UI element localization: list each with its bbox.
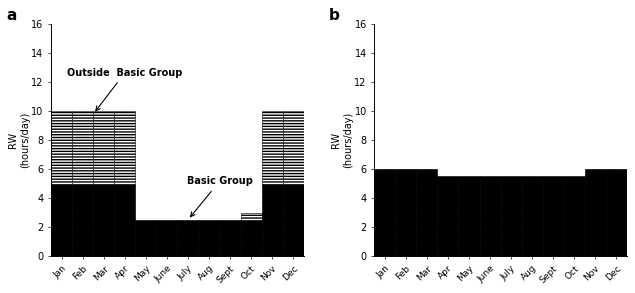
Bar bbox=[51, 111, 72, 183]
Bar bbox=[199, 220, 220, 256]
Bar bbox=[283, 183, 304, 256]
Text: b: b bbox=[329, 8, 340, 23]
Text: Outside  Basic Group: Outside Basic Group bbox=[67, 68, 183, 111]
Bar bbox=[262, 111, 283, 183]
Bar bbox=[114, 183, 135, 256]
Bar bbox=[585, 169, 606, 256]
Text: a: a bbox=[6, 8, 17, 23]
Bar bbox=[521, 176, 542, 256]
Bar bbox=[51, 183, 72, 256]
Bar bbox=[93, 111, 114, 183]
Bar bbox=[114, 111, 135, 183]
Bar bbox=[241, 212, 262, 220]
Bar bbox=[262, 183, 283, 256]
Y-axis label: RW
(hours/day): RW (hours/day) bbox=[331, 112, 353, 168]
Text: Basic Group: Basic Group bbox=[187, 176, 253, 217]
Bar bbox=[500, 176, 521, 256]
Bar bbox=[283, 111, 304, 183]
Bar bbox=[156, 220, 177, 256]
Bar bbox=[93, 183, 114, 256]
Bar bbox=[241, 220, 262, 256]
Bar bbox=[177, 220, 199, 256]
Bar bbox=[438, 176, 458, 256]
Bar bbox=[606, 169, 627, 256]
Bar bbox=[220, 220, 241, 256]
Bar bbox=[542, 176, 564, 256]
Bar bbox=[396, 169, 417, 256]
Y-axis label: RW
(hours/day): RW (hours/day) bbox=[8, 112, 30, 168]
Bar bbox=[479, 176, 500, 256]
Bar bbox=[135, 220, 156, 256]
Bar bbox=[564, 176, 585, 256]
Bar bbox=[375, 169, 396, 256]
Bar bbox=[417, 169, 438, 256]
Bar bbox=[72, 183, 93, 256]
Bar bbox=[72, 111, 93, 183]
Bar bbox=[458, 176, 479, 256]
